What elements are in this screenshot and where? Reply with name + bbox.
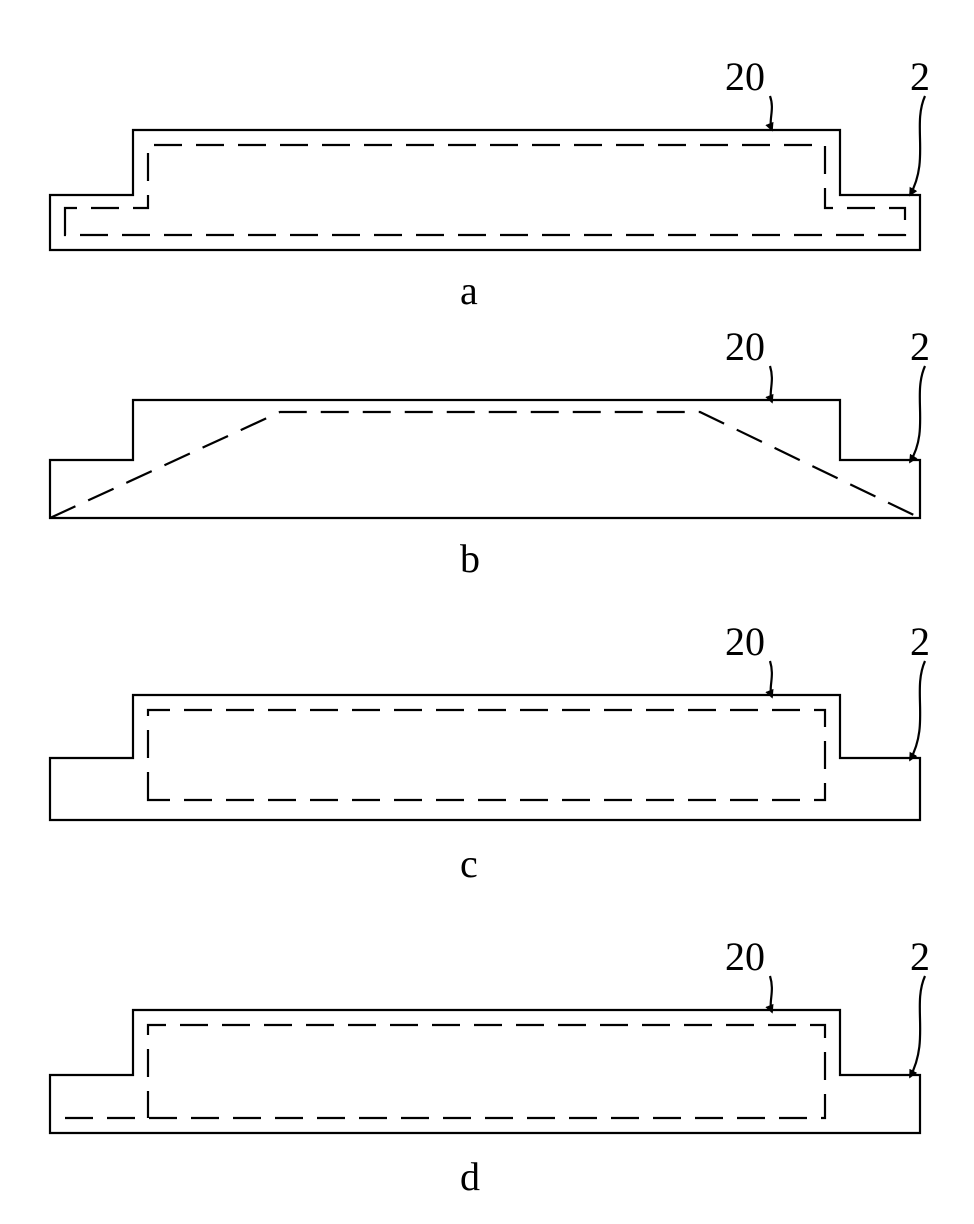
panel-d: 20 2 d <box>50 934 930 1199</box>
leader-line <box>910 661 925 760</box>
leader-line <box>770 366 772 402</box>
callout-label: 20 <box>725 54 765 99</box>
callout-label: 20 <box>725 324 765 369</box>
callout-label: 2 <box>910 934 930 979</box>
inner-dashed <box>50 412 920 518</box>
outer-shape <box>50 695 920 820</box>
callout-label: 2 <box>910 324 930 369</box>
leader-line <box>770 976 772 1012</box>
leader-line <box>910 976 925 1077</box>
callout-label: 2 <box>910 54 930 99</box>
callout-label: 20 <box>725 619 765 664</box>
leader-line <box>910 96 925 195</box>
inner-dashed <box>65 145 905 235</box>
outer-shape <box>50 130 920 250</box>
panel-sublabel: d <box>460 1154 480 1199</box>
leader-line <box>770 661 772 697</box>
panel-sublabel: b <box>460 536 480 581</box>
panel-c: 20 2 c <box>50 619 930 886</box>
panel-a: 20 2 a <box>50 54 930 313</box>
inner-dashed <box>148 710 825 800</box>
callout-label: 2 <box>910 619 930 664</box>
diagram-svg: 20 2 a 20 2 b 20 2 c 20 2 d <box>0 0 974 1224</box>
panel-b: 20 2 b <box>50 324 930 581</box>
inner-dashed <box>65 1025 825 1118</box>
panel-sublabel: a <box>460 268 478 313</box>
outer-shape <box>50 1010 920 1133</box>
leader-line <box>770 96 772 130</box>
callout-label: 20 <box>725 934 765 979</box>
panel-sublabel: c <box>460 841 478 886</box>
leader-line <box>910 366 925 462</box>
